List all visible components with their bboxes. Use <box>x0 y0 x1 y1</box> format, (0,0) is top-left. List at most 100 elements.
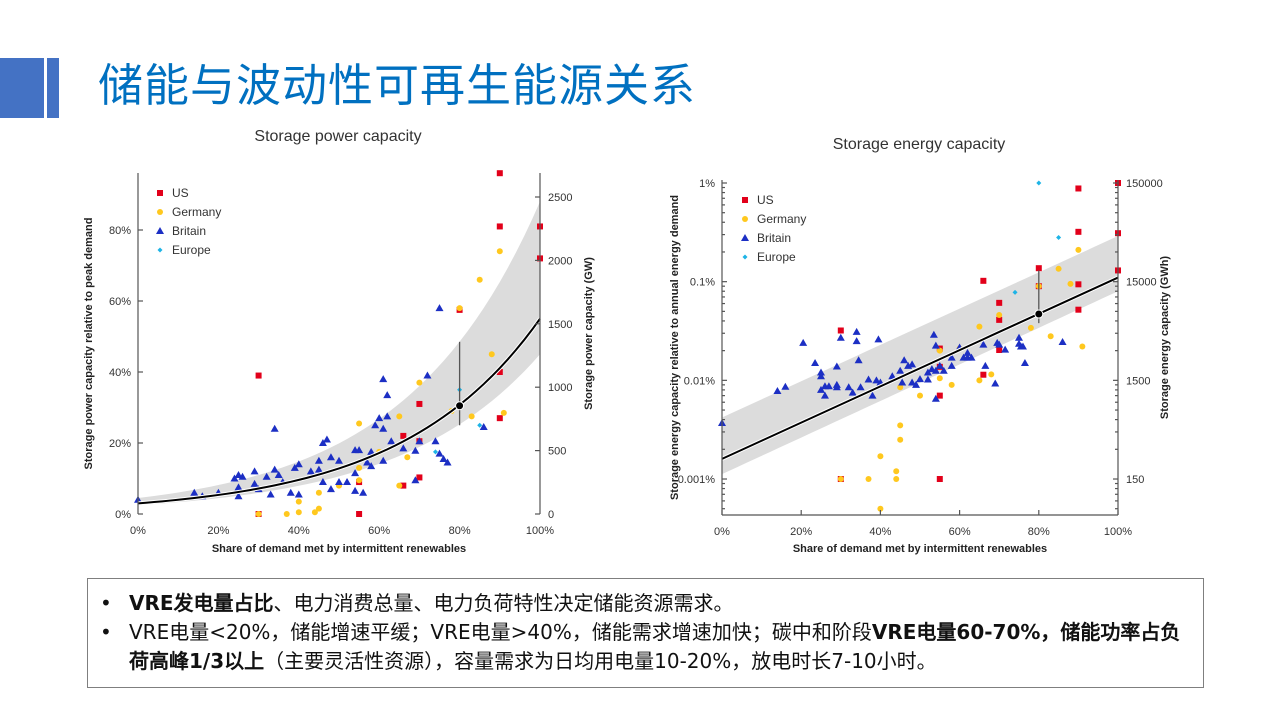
note-item: • VRE发电量占比、电力消费总量、电力负荷特性决定储能资源需求。 <box>98 589 1189 618</box>
bullet: • <box>100 620 112 644</box>
germany-point <box>996 311 1003 318</box>
y2-tick-label: 1500 <box>1126 375 1150 387</box>
britain-point <box>781 382 790 390</box>
note-text: VRE电量<20%，储能增速平缓；VRE电量>40%，储能需求增速加快；碳中和阶… <box>129 620 872 644</box>
chart-title: Storage power capacity <box>254 128 421 145</box>
europe-point <box>157 247 163 253</box>
germany-point <box>948 381 955 388</box>
germany-point <box>255 511 262 517</box>
header-accent-bar <box>0 58 44 118</box>
x-tick-label: 100% <box>526 525 554 537</box>
britain-point <box>817 385 825 393</box>
germany-point <box>404 454 411 461</box>
germany-point <box>1075 246 1082 253</box>
britain-point <box>479 423 488 431</box>
britain-point <box>931 341 940 349</box>
us-point <box>496 369 503 375</box>
britain-point <box>439 454 448 462</box>
britain-point <box>306 467 315 475</box>
britain-point <box>262 472 271 480</box>
germany-point <box>488 351 495 358</box>
britain-point <box>967 353 976 361</box>
britain-point <box>314 465 323 473</box>
britain-point <box>234 483 243 491</box>
germany-point <box>976 323 983 330</box>
legend-label: Europe <box>757 250 796 264</box>
britain-point <box>314 456 323 464</box>
britain-point <box>435 449 444 457</box>
britain-point <box>896 366 905 374</box>
y-tick-label: 1% <box>699 178 715 190</box>
britain-point <box>351 469 360 477</box>
britain-point <box>935 361 944 369</box>
britain-point <box>820 391 829 399</box>
britain-point <box>844 383 853 391</box>
germany-point <box>976 377 983 384</box>
britain-point <box>399 444 408 452</box>
note-text: 、电力消费总量、电力负荷特性决定储能资源需求。 <box>273 591 734 615</box>
europe-point <box>1056 235 1062 241</box>
bullet: • <box>100 591 112 615</box>
britain-point <box>290 463 299 471</box>
britain-point <box>355 446 364 454</box>
europe-point <box>742 254 748 260</box>
britain-point <box>864 375 873 383</box>
britain-point <box>832 362 841 370</box>
britain-point <box>367 462 376 470</box>
britain-point <box>286 488 295 496</box>
britain-point <box>1058 337 1067 345</box>
britain-point <box>900 356 909 364</box>
britain-point <box>1018 342 1027 350</box>
x-tick-label: 0% <box>130 525 146 537</box>
britain-point <box>888 372 897 380</box>
britain-point <box>741 234 749 241</box>
y-tick-label: 80% <box>109 225 131 237</box>
britain-point <box>335 478 343 486</box>
legend-label: Europe <box>172 243 211 257</box>
germany-point <box>468 413 475 420</box>
us-point <box>742 197 748 203</box>
fit-line <box>137 318 541 505</box>
britain-point <box>908 360 917 368</box>
germany-point <box>295 498 302 505</box>
britain-point <box>318 439 327 446</box>
britain-point <box>234 492 243 500</box>
fit-line <box>721 276 1119 460</box>
germany-point <box>917 392 923 399</box>
britain-point <box>931 366 940 374</box>
note-bold: VRE电量60-70%，储能功率占负荷高峰1/3以上 <box>129 620 1181 673</box>
y-axis-label: Storage energy capacity relative to annu… <box>669 195 681 500</box>
britain-point <box>923 368 932 376</box>
note-item: • VRE电量<20%，储能增速平缓；VRE电量>40%，储能需求增速加快；碳中… <box>98 618 1189 676</box>
x-tick-label: 0% <box>714 526 730 538</box>
us-point <box>356 511 363 517</box>
germany-point <box>988 371 995 378</box>
britain-point <box>294 490 303 498</box>
germany-point <box>893 468 900 475</box>
britain-point <box>238 472 247 480</box>
britain-point <box>995 340 1004 348</box>
britain-point <box>363 458 372 466</box>
germany-point <box>1055 265 1062 272</box>
y2-axis-label: Storage energy capacity (GWh) <box>1159 256 1171 420</box>
britain-point <box>156 227 164 234</box>
britain-point <box>824 382 833 390</box>
britain-point <box>931 394 940 402</box>
confidence-band <box>138 201 540 506</box>
britain-point <box>848 388 857 396</box>
germany-point <box>315 489 322 496</box>
britain-point <box>343 478 352 486</box>
us-point <box>1075 281 1082 288</box>
header-accent-bar-thin <box>47 58 59 118</box>
europe-point <box>1012 289 1018 295</box>
britain-point <box>435 304 444 312</box>
us-point <box>980 277 987 284</box>
germany-point <box>496 248 503 255</box>
europe-point <box>1036 180 1042 186</box>
britain-point <box>274 470 283 478</box>
us-point <box>416 400 423 407</box>
y2-tick-label: 150 <box>1126 474 1144 486</box>
x-tick-label: 40% <box>869 526 891 538</box>
germany-point <box>877 453 884 460</box>
